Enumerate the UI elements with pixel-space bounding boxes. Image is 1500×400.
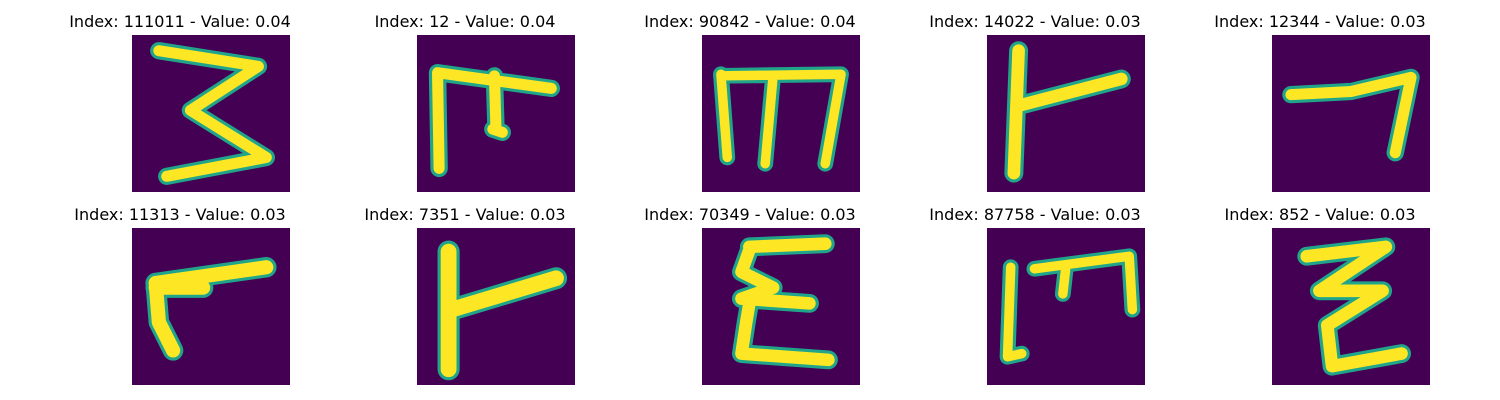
panel-title: Index: 12 - Value: 0.04	[374, 12, 556, 31]
panel-6: Index: 11313 - Value: 0.03	[30, 193, 330, 388]
panel-4: Index: 14022 - Value: 0.03	[885, 0, 1185, 195]
panel-9: Index: 87758 - Value: 0.03	[885, 193, 1185, 388]
panel-title: Index: 90842 - Value: 0.04	[644, 12, 856, 31]
handwritten-r-icon	[132, 228, 290, 385]
handwritten-m-icon	[702, 35, 860, 192]
panel-title: Index: 7351 - Value: 0.03	[364, 205, 566, 224]
panel-1: Index: 111011 - Value: 0.04	[30, 0, 330, 195]
panel-title: Index: 14022 - Value: 0.03	[929, 12, 1141, 31]
handwritten-7-icon	[1272, 35, 1430, 192]
panel-5: Index: 12344 - Value: 0.03	[1170, 0, 1470, 195]
handwritten-e-icon	[702, 228, 860, 385]
handwritten-r-icon	[987, 35, 1145, 192]
handwritten-m-icon	[987, 228, 1145, 385]
panel-2: Index: 12 - Value: 0.04	[315, 0, 615, 195]
panel-title: Index: 11313 - Value: 0.03	[74, 205, 286, 224]
panel-title: Index: 111011 - Value: 0.04	[69, 12, 291, 31]
panel-title: Index: 12344 - Value: 0.03	[1214, 12, 1426, 31]
handwritten-r-icon	[417, 228, 575, 385]
panel-title: Index: 70349 - Value: 0.03	[644, 205, 856, 224]
panel-7: Index: 7351 - Value: 0.03	[315, 193, 615, 388]
panel-10: Index: 852 - Value: 0.03	[1170, 193, 1470, 388]
panel-8: Index: 70349 - Value: 0.03	[600, 193, 900, 388]
panel-3: Index: 90842 - Value: 0.04	[600, 0, 900, 195]
handwritten-3-icon	[132, 35, 290, 192]
panel-title: Index: 852 - Value: 0.03	[1224, 205, 1416, 224]
panel-title: Index: 87758 - Value: 0.03	[929, 205, 1141, 224]
handwritten-m-icon	[417, 35, 575, 192]
handwritten-z-icon	[1272, 228, 1430, 385]
